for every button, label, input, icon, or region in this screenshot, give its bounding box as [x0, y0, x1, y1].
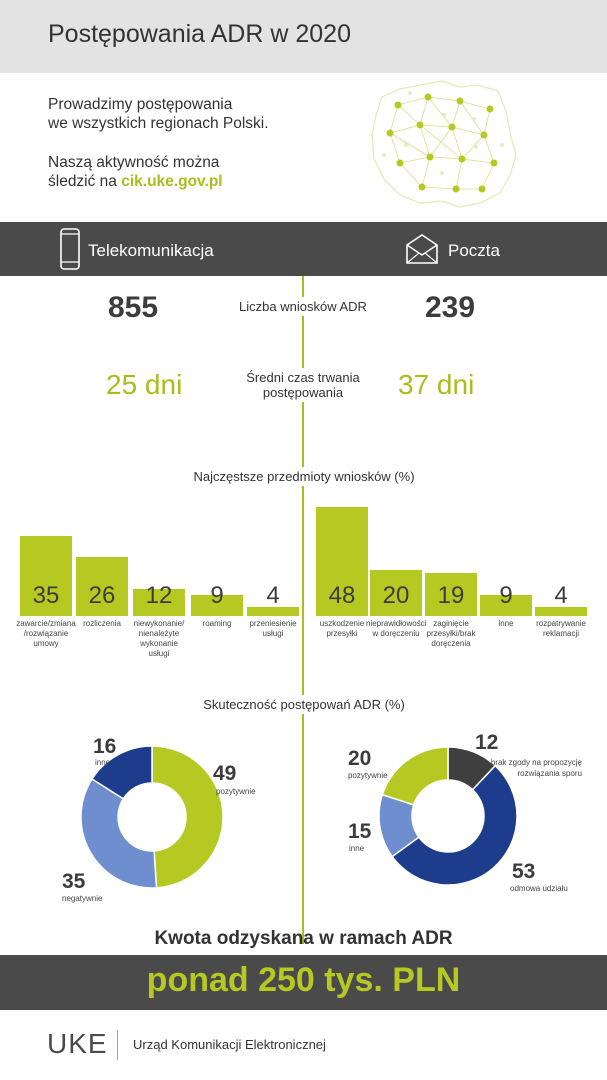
- bar-value-label: 19: [437, 582, 465, 609]
- telecom-label: Telekomunikacja: [88, 241, 214, 260]
- phone-icon: [60, 228, 80, 270]
- bar-post-2: [370, 570, 422, 616]
- intro-text: Prowadzimy postępowania we wszystkich re…: [48, 95, 348, 211]
- post-applications-value: 239: [425, 291, 476, 324]
- bar-telecom-2: [76, 557, 128, 616]
- donut-telecom-pozytywnie-value: 49: [213, 762, 237, 785]
- subjects-title: Najczęstsze przedmioty wniosków (%): [168, 467, 440, 486]
- bar-value-label: 4: [554, 582, 568, 609]
- bar-telecom-4: [191, 595, 243, 616]
- intro-line-4: śledzić na: [48, 173, 122, 190]
- donut-post-inne-value: 15: [348, 820, 372, 843]
- applications-label: Liczba wniosków ADR: [232, 297, 374, 316]
- bar-value-label: 20: [382, 582, 410, 609]
- center-divider: [302, 276, 304, 944]
- poland-network-map-icon: [371, 80, 517, 208]
- footer-divider: [117, 1030, 118, 1060]
- donut-telecom-negatywnie-value: 35: [62, 870, 86, 893]
- section-band: [0, 222, 607, 276]
- bar-value-label: 4: [266, 582, 280, 609]
- bar-telecom-3: [133, 589, 185, 616]
- bar-category-label: uszkodzenie przesyłki: [319, 619, 365, 638]
- bar-value-label: 9: [499, 582, 513, 609]
- donut-telecom-negatywnie-label: negatywnie: [62, 894, 103, 903]
- bar-value-label: 12: [145, 582, 173, 609]
- donut-telecom-inne-value: 16: [93, 735, 117, 758]
- telecom-applications-value: 855: [108, 291, 159, 324]
- bar-value-label: 9: [210, 582, 224, 609]
- header-bar: [0, 0, 607, 73]
- uke-logo: UKE: [47, 1028, 108, 1059]
- effectiveness-title: Skuteczność postępowań ADR (%): [190, 695, 418, 714]
- donut-post-brak-zgody-label: brak zgody na propozycję rozwiązania spor…: [490, 758, 582, 778]
- donut-post-odmowa-label: odmowa udziału: [510, 884, 568, 893]
- amount-band: [0, 955, 607, 1010]
- bar-category-label: zawarcie/zmiana/rozwiązanie umowy: [16, 619, 76, 648]
- bar-value-label: 48: [328, 582, 356, 609]
- donut-post-pozytywnie-value: 20: [348, 747, 372, 770]
- page-title: Postępowania ADR w 2020: [48, 20, 351, 48]
- donut-telecom-pozytywnie-label: pozytywnie: [216, 787, 256, 796]
- donut-post-odmowa-value: 53: [512, 860, 536, 883]
- bar-category-label: nieprawidłowości w doręczeniu: [366, 619, 427, 638]
- bar-post-3: [425, 573, 477, 616]
- envelope-icon: [406, 234, 438, 264]
- bar-post-5: [535, 607, 587, 616]
- bar-category-label: rozliczenia: [83, 619, 121, 628]
- bar-post-1: [316, 507, 368, 616]
- bar-category-label: rozpatrywanie reklamacji: [536, 619, 586, 638]
- donut-slice-post-4: [381, 746, 449, 806]
- amount-value: ponad 250 tys. PLN: [146, 961, 461, 999]
- post-duration-value: 37 dni: [398, 369, 475, 400]
- bar-category-label: niewykonanie/nienależyte wykonanie usługi: [133, 619, 185, 658]
- duration-label-line-2: postępowania: [262, 385, 344, 400]
- bar-value-label: 35: [32, 582, 60, 609]
- donut-slice-post-2: [391, 764, 518, 886]
- donut-slice-telecom-3: [91, 745, 153, 800]
- bar-telecom-5: [247, 607, 299, 616]
- donut-post-pozytywnie-label: pozytywnie: [348, 771, 388, 780]
- donut-slice-telecom-1: [151, 745, 224, 889]
- bar-category-label: inne: [498, 619, 514, 628]
- post-label: Poczta: [448, 241, 500, 260]
- intro-line-2: we wszystkich regionach Polski.: [48, 115, 269, 132]
- amount-title: Kwota odzyskana w ramach ADR: [154, 928, 453, 949]
- telecom-duration-value: 25 dni: [106, 369, 183, 400]
- bar-value-label: 26: [88, 582, 116, 609]
- donut-post-inne-label: inne: [349, 844, 365, 853]
- bar-telecom-1: [20, 536, 72, 616]
- donut-telecom-inne-label: inne: [95, 758, 111, 767]
- bar-category-label: zaginięcie przesyłki/brak doręczenia: [426, 619, 476, 648]
- donut-slice-telecom-2: [80, 777, 158, 889]
- intro-line-1: Prowadzimy postępowania: [48, 96, 233, 113]
- website-link[interactable]: cik.uke.gov.pl: [121, 173, 223, 190]
- duration-label-line-1: Średni czas trwania: [246, 370, 360, 385]
- intro-line-3: Naszą aktywność można: [48, 154, 220, 171]
- duration-label: Średni czas trwania postępowania: [232, 368, 374, 402]
- bar-category-label: przeniesienie usługi: [249, 619, 297, 638]
- donut-post-brak-zgody-value: 12: [475, 731, 499, 754]
- effectiveness-donut-charts: [80, 745, 518, 889]
- bar-category-label: roaming: [202, 619, 232, 628]
- footer-institution-name: Urząd Komunikacji Elektronicznej: [133, 1037, 326, 1052]
- bar-post-4: [480, 595, 532, 616]
